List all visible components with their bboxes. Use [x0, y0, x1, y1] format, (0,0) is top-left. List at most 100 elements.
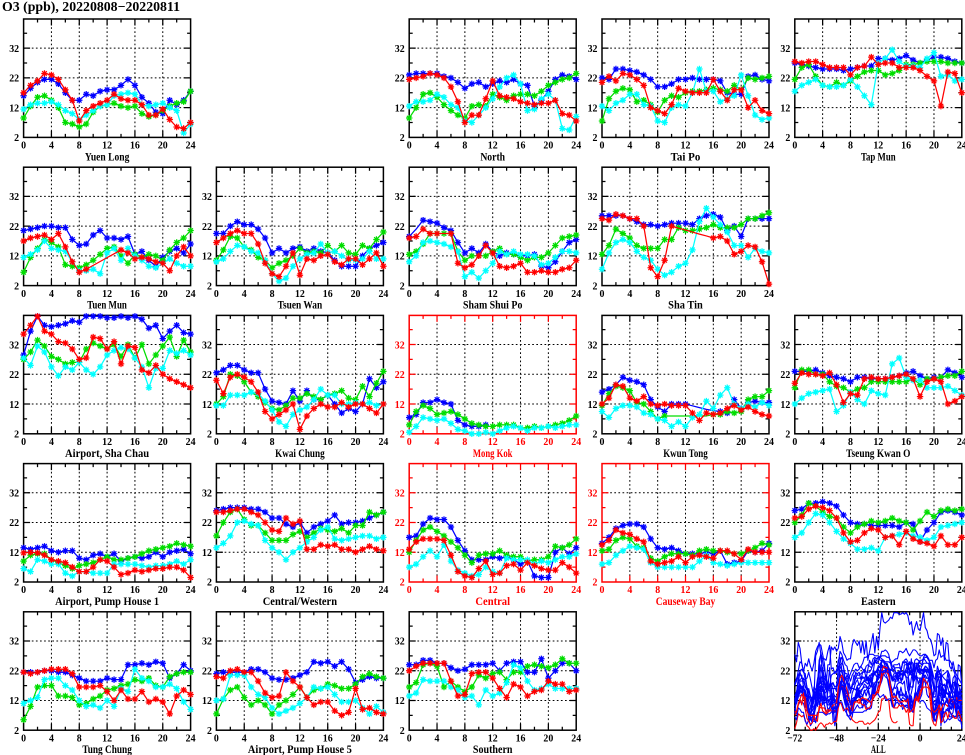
- svg-text:16: 16: [516, 436, 526, 448]
- svg-text:24: 24: [186, 288, 196, 300]
- svg-text:16: 16: [323, 732, 333, 744]
- svg-text:12: 12: [395, 102, 405, 114]
- svg-text:Tai Po: Tai Po: [671, 150, 701, 163]
- svg-text:12: 12: [295, 584, 305, 596]
- svg-text:24: 24: [571, 436, 581, 448]
- svg-text:22: 22: [588, 369, 598, 381]
- svg-text:8: 8: [655, 436, 660, 448]
- svg-text:22: 22: [395, 221, 405, 233]
- svg-text:20: 20: [158, 140, 168, 152]
- svg-text:Kwun Tong: Kwun Tong: [663, 447, 708, 460]
- svg-text:4: 4: [627, 140, 632, 152]
- svg-text:16: 16: [901, 140, 911, 152]
- svg-text:16: 16: [708, 140, 718, 152]
- svg-text:Central/Western: Central/Western: [263, 595, 338, 608]
- svg-text:12: 12: [588, 251, 598, 263]
- svg-text:−72: −72: [787, 732, 802, 744]
- svg-text:0: 0: [214, 584, 219, 596]
- svg-text:4: 4: [820, 436, 825, 448]
- svg-text:20: 20: [543, 436, 553, 448]
- svg-text:12: 12: [395, 695, 405, 707]
- svg-text:12: 12: [9, 102, 19, 114]
- svg-text:24: 24: [571, 140, 581, 152]
- svg-text:20: 20: [351, 288, 361, 300]
- svg-text:2: 2: [785, 429, 790, 441]
- svg-text:32: 32: [9, 487, 19, 499]
- svg-text:Mong Kok: Mong Kok: [473, 447, 513, 460]
- svg-text:Sha Tin: Sha Tin: [668, 299, 703, 312]
- svg-text:24: 24: [957, 584, 965, 596]
- svg-text:20: 20: [736, 140, 746, 152]
- svg-text:22: 22: [395, 369, 405, 381]
- svg-text:24: 24: [764, 436, 774, 448]
- svg-text:12: 12: [102, 436, 112, 448]
- svg-text:4: 4: [435, 436, 440, 448]
- svg-text:8: 8: [270, 584, 275, 596]
- svg-text:2: 2: [207, 429, 212, 441]
- svg-text:32: 32: [9, 191, 19, 203]
- svg-text:20: 20: [158, 732, 168, 744]
- svg-text:22: 22: [780, 369, 790, 381]
- svg-text:20: 20: [929, 140, 939, 152]
- svg-text:32: 32: [588, 487, 598, 499]
- svg-text:24: 24: [764, 288, 774, 300]
- svg-text:22: 22: [202, 517, 212, 529]
- svg-text:Tung Chung: Tung Chung: [82, 743, 132, 755]
- svg-text:4: 4: [435, 584, 440, 596]
- svg-text:0: 0: [792, 584, 797, 596]
- svg-text:8: 8: [655, 140, 660, 152]
- svg-text:12: 12: [202, 251, 212, 263]
- svg-text:8: 8: [77, 732, 82, 744]
- svg-text:20: 20: [736, 584, 746, 596]
- svg-text:0: 0: [792, 140, 797, 152]
- svg-text:20: 20: [543, 732, 553, 744]
- svg-text:16: 16: [901, 436, 911, 448]
- svg-text:4: 4: [820, 140, 825, 152]
- svg-text:16: 16: [708, 436, 718, 448]
- svg-text:2: 2: [785, 577, 790, 589]
- svg-text:22: 22: [202, 221, 212, 233]
- svg-text:0: 0: [214, 288, 219, 300]
- svg-text:4: 4: [435, 288, 440, 300]
- svg-text:12: 12: [588, 399, 598, 411]
- svg-text:0: 0: [792, 436, 797, 448]
- svg-text:16: 16: [901, 584, 911, 596]
- svg-text:12: 12: [588, 102, 598, 114]
- svg-text:12: 12: [780, 547, 790, 559]
- svg-text:2: 2: [207, 725, 212, 737]
- svg-text:Causeway Bay: Causeway Bay: [656, 595, 716, 608]
- svg-text:2: 2: [400, 725, 405, 737]
- svg-text:24: 24: [186, 584, 196, 596]
- svg-text:12: 12: [873, 436, 883, 448]
- svg-text:16: 16: [130, 436, 140, 448]
- svg-text:8: 8: [270, 732, 275, 744]
- svg-text:−48: −48: [829, 732, 844, 744]
- svg-text:2: 2: [400, 429, 405, 441]
- svg-text:32: 32: [395, 487, 405, 499]
- svg-text:2: 2: [785, 132, 790, 144]
- svg-text:20: 20: [158, 288, 168, 300]
- svg-text:12: 12: [9, 251, 19, 263]
- svg-text:8: 8: [270, 436, 275, 448]
- svg-text:24: 24: [186, 140, 196, 152]
- svg-text:8: 8: [462, 584, 467, 596]
- svg-text:16: 16: [130, 288, 140, 300]
- svg-text:32: 32: [9, 43, 19, 55]
- svg-text:32: 32: [588, 339, 598, 351]
- svg-text:20: 20: [351, 732, 361, 744]
- svg-text:8: 8: [655, 288, 660, 300]
- svg-text:8: 8: [462, 140, 467, 152]
- svg-text:32: 32: [780, 487, 790, 499]
- svg-text:12: 12: [488, 140, 498, 152]
- svg-text:4: 4: [242, 732, 247, 744]
- svg-text:2: 2: [593, 429, 598, 441]
- svg-text:32: 32: [9, 636, 19, 648]
- svg-text:12: 12: [780, 399, 790, 411]
- svg-text:4: 4: [49, 436, 54, 448]
- svg-text:32: 32: [780, 339, 790, 351]
- svg-text:0: 0: [600, 436, 605, 448]
- svg-text:12: 12: [873, 140, 883, 152]
- svg-text:12: 12: [202, 695, 212, 707]
- svg-text:0: 0: [214, 732, 219, 744]
- svg-text:4: 4: [49, 584, 54, 596]
